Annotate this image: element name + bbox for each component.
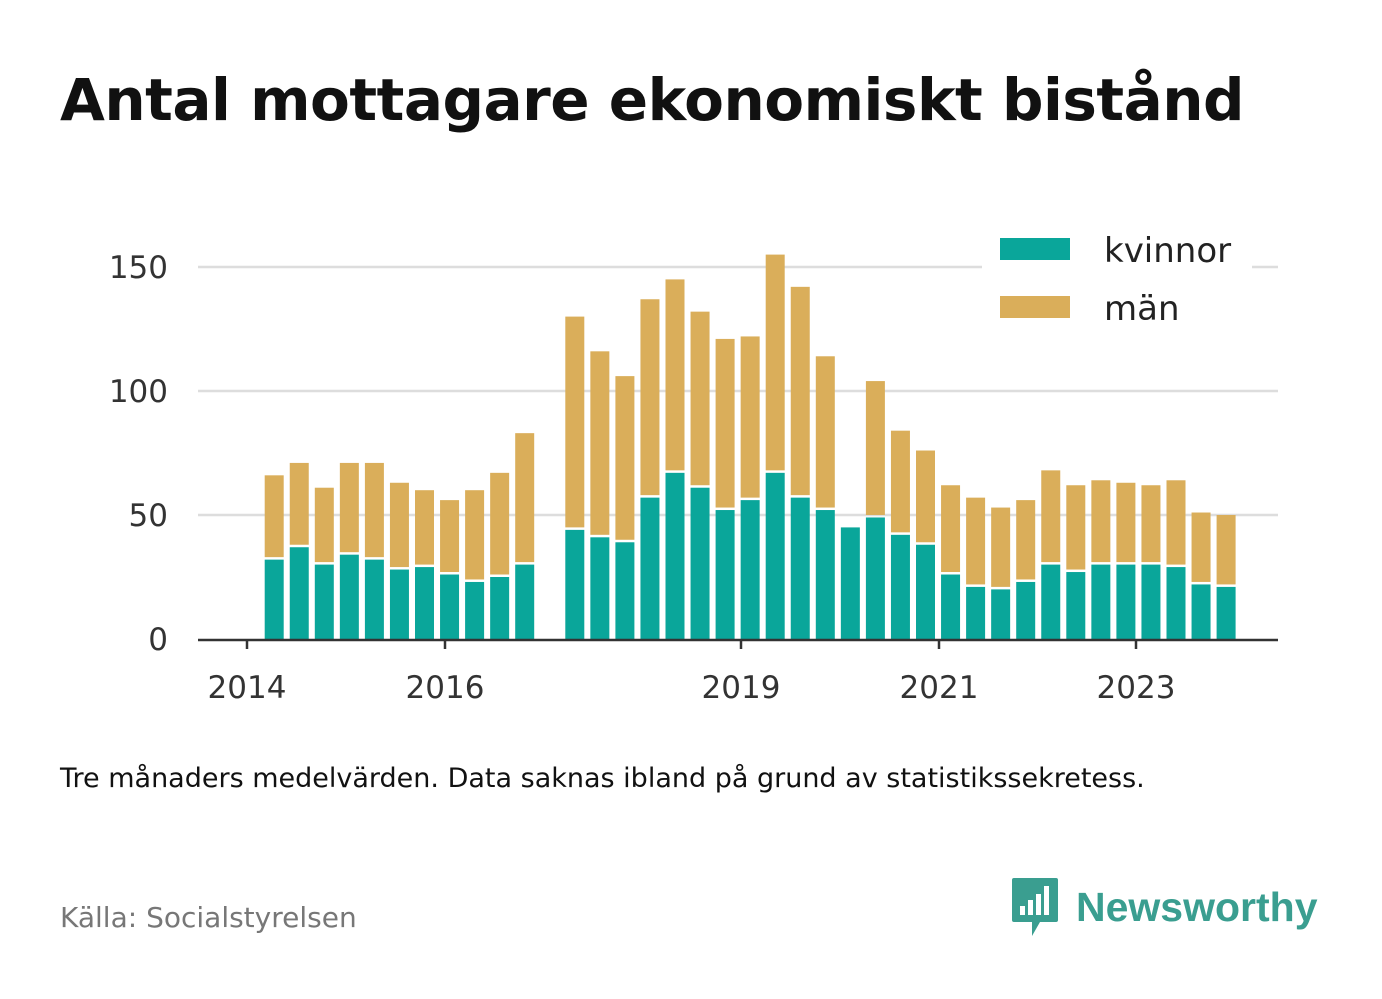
bar-man <box>640 299 660 496</box>
bar-man <box>440 500 460 573</box>
bar-kvinnor <box>941 574 961 639</box>
bar-man <box>1191 512 1211 582</box>
y-tick-label: 0 <box>148 622 168 658</box>
bar-man <box>590 351 610 535</box>
bar-kvinnor <box>515 564 535 639</box>
bar-man <box>490 472 510 575</box>
bar-man <box>815 356 835 508</box>
x-tick-label: 2023 <box>1097 670 1176 706</box>
bar-man <box>1216 515 1236 585</box>
source-text: Källa: Socialstyrelsen <box>60 901 357 934</box>
bar-kvinnor <box>1141 564 1161 639</box>
x-tick-label: 2014 <box>208 670 287 706</box>
bar-kvinnor <box>1216 586 1236 639</box>
bar-kvinnor <box>339 554 359 639</box>
bar-kvinnor <box>465 581 485 639</box>
bar-kvinnor <box>740 500 760 639</box>
bar-man <box>890 430 910 533</box>
chart-title: Antal mottagare ekonomiskt bistånd <box>60 66 1245 134</box>
bar-kvinnor <box>264 559 284 639</box>
bar-kvinnor <box>640 497 660 639</box>
bar-man <box>941 485 961 573</box>
bar-kvinnor <box>1116 564 1136 639</box>
bar-man <box>264 475 284 558</box>
bar-kvinnor <box>440 574 460 639</box>
bar-man <box>916 450 935 543</box>
bar-man <box>1091 480 1111 563</box>
bar-kvinnor <box>590 537 610 639</box>
bar-kvinnor <box>1016 581 1036 639</box>
bar-kvinnor <box>916 544 935 639</box>
bar-man <box>790 286 810 496</box>
bar-man <box>364 462 384 558</box>
chart-note: Tre månaders medelvärden. Data saknas ib… <box>60 763 1145 794</box>
bar-kvinnor <box>389 569 409 639</box>
bar-kvinnor <box>314 564 334 639</box>
legend-swatch <box>1000 238 1070 260</box>
bar-man <box>389 482 409 568</box>
bar-man <box>690 311 710 486</box>
bar-kvinnor <box>1191 584 1211 639</box>
x-tick-label: 2019 <box>702 670 781 706</box>
bar-man <box>665 279 685 471</box>
bars <box>264 254 1236 639</box>
bar-man <box>465 490 485 580</box>
bar-kvinnor <box>765 472 785 639</box>
legend-label: män <box>1104 289 1180 329</box>
bar-man <box>314 487 334 563</box>
legend-swatch <box>1000 296 1070 318</box>
bar-kvinnor <box>1166 567 1186 639</box>
bar-kvinnor <box>565 529 585 639</box>
bar-kvinnor <box>790 497 810 639</box>
bar-man <box>865 381 885 515</box>
y-tick-label: 150 <box>109 250 168 286</box>
bar-man <box>565 316 585 528</box>
bar-kvinnor <box>490 577 510 639</box>
bar-man <box>991 507 1011 587</box>
bar-man <box>765 254 785 471</box>
bar-kvinnor <box>615 542 635 639</box>
bar-kvinnor <box>1066 572 1086 639</box>
bar-kvinnor <box>966 586 986 639</box>
bar-man <box>415 490 434 565</box>
y-tick-label: 50 <box>129 498 168 534</box>
bar-kvinnor <box>289 547 309 639</box>
newsworthy-logo-icon <box>1012 878 1058 936</box>
bar-kvinnor <box>690 487 710 639</box>
bar-kvinnor <box>815 510 835 639</box>
bar-man <box>740 336 760 498</box>
bar-man <box>1166 480 1186 565</box>
bar-man <box>289 462 309 545</box>
bar-man <box>1016 500 1036 580</box>
bar-man <box>1116 482 1136 563</box>
bar-kvinnor <box>364 559 384 639</box>
bar-kvinnor <box>991 589 1011 639</box>
x-tick-label: 2021 <box>900 670 979 706</box>
bar-man <box>1141 485 1161 563</box>
bar-kvinnor <box>865 517 885 639</box>
bar-kvinnor <box>415 567 434 639</box>
legend-label: kvinnor <box>1104 231 1231 271</box>
bar-kvinnor <box>715 510 735 639</box>
bar-man <box>715 338 735 508</box>
brand-name: Newsworthy <box>1076 883 1318 930</box>
bar-man <box>515 433 535 563</box>
bar-man <box>1066 485 1086 570</box>
y-tick-label: 100 <box>109 374 168 410</box>
bar-kvinnor <box>1041 564 1061 639</box>
bar-kvinnor <box>665 472 685 639</box>
newsworthy-logo[interactable]: Newsworthy <box>1010 876 1318 938</box>
bar-kvinnor <box>890 534 910 639</box>
x-tick-label: 2016 <box>406 670 485 706</box>
bar-kvinnor <box>1091 564 1111 639</box>
axes: 0 50 100 150 2014 2016 2019 2021 2023 <box>109 250 1278 706</box>
bar-man <box>339 462 359 553</box>
legend: kvinnor män <box>982 231 1252 332</box>
bar-kvinnor <box>840 527 860 639</box>
bar-man <box>966 497 986 585</box>
bar-man <box>1041 470 1061 563</box>
bar-man <box>615 376 635 540</box>
